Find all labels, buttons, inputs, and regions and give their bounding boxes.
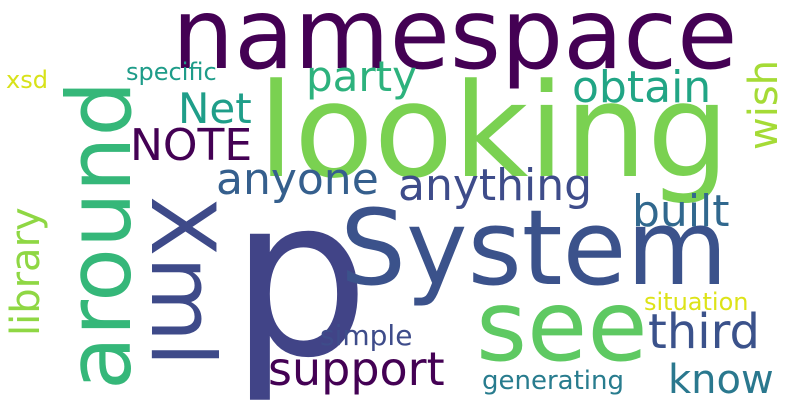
word-library: library	[3, 207, 49, 336]
word-namespace: namespace	[172, 0, 738, 92]
word-know: know	[668, 357, 774, 400]
word-situation: situation	[644, 288, 749, 316]
word-wish: wish	[741, 59, 787, 150]
word-built: built	[632, 186, 730, 237]
word-anything: anything	[398, 160, 593, 211]
word-system: System	[340, 187, 728, 309]
word-simple: simple	[320, 319, 413, 352]
word-anyone: anyone	[216, 154, 379, 205]
word-net: Net	[178, 84, 252, 133]
word-support: support	[268, 342, 445, 396]
word-generating: generating	[482, 366, 624, 396]
word-party: party	[306, 52, 417, 101]
word-third: third	[648, 304, 760, 360]
word-specific: specific	[126, 58, 217, 86]
word-xml: Xml	[131, 196, 234, 367]
word-p: p	[230, 150, 370, 400]
word-xsd: xsd	[6, 66, 48, 94]
word-looking: looking	[258, 55, 730, 207]
word-see: see	[476, 270, 648, 384]
word-note: NOTE	[130, 120, 253, 171]
word-obtain: obtain	[572, 62, 712, 113]
